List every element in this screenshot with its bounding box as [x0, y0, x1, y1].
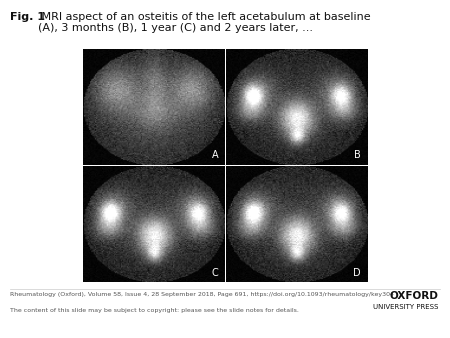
Text: The content of this slide may be subject to copyright: please see the slide note: The content of this slide may be subject… [10, 308, 299, 313]
Text: Fig. 1: Fig. 1 [10, 12, 45, 22]
Text: MRI aspect of an osteitis of the left acetabulum at baseline
(A), 3 months (B), : MRI aspect of an osteitis of the left ac… [38, 12, 371, 33]
Text: UNIVERSITY PRESS: UNIVERSITY PRESS [374, 304, 439, 310]
Text: D: D [354, 268, 361, 277]
Text: Rheumatology (Oxford), Volume 58, Issue 4, 28 September 2018, Page 691, https://: Rheumatology (Oxford), Volume 58, Issue … [10, 292, 394, 297]
Text: A: A [212, 150, 219, 161]
Text: C: C [212, 268, 219, 277]
Text: OXFORD: OXFORD [390, 291, 439, 301]
Text: B: B [354, 150, 361, 161]
